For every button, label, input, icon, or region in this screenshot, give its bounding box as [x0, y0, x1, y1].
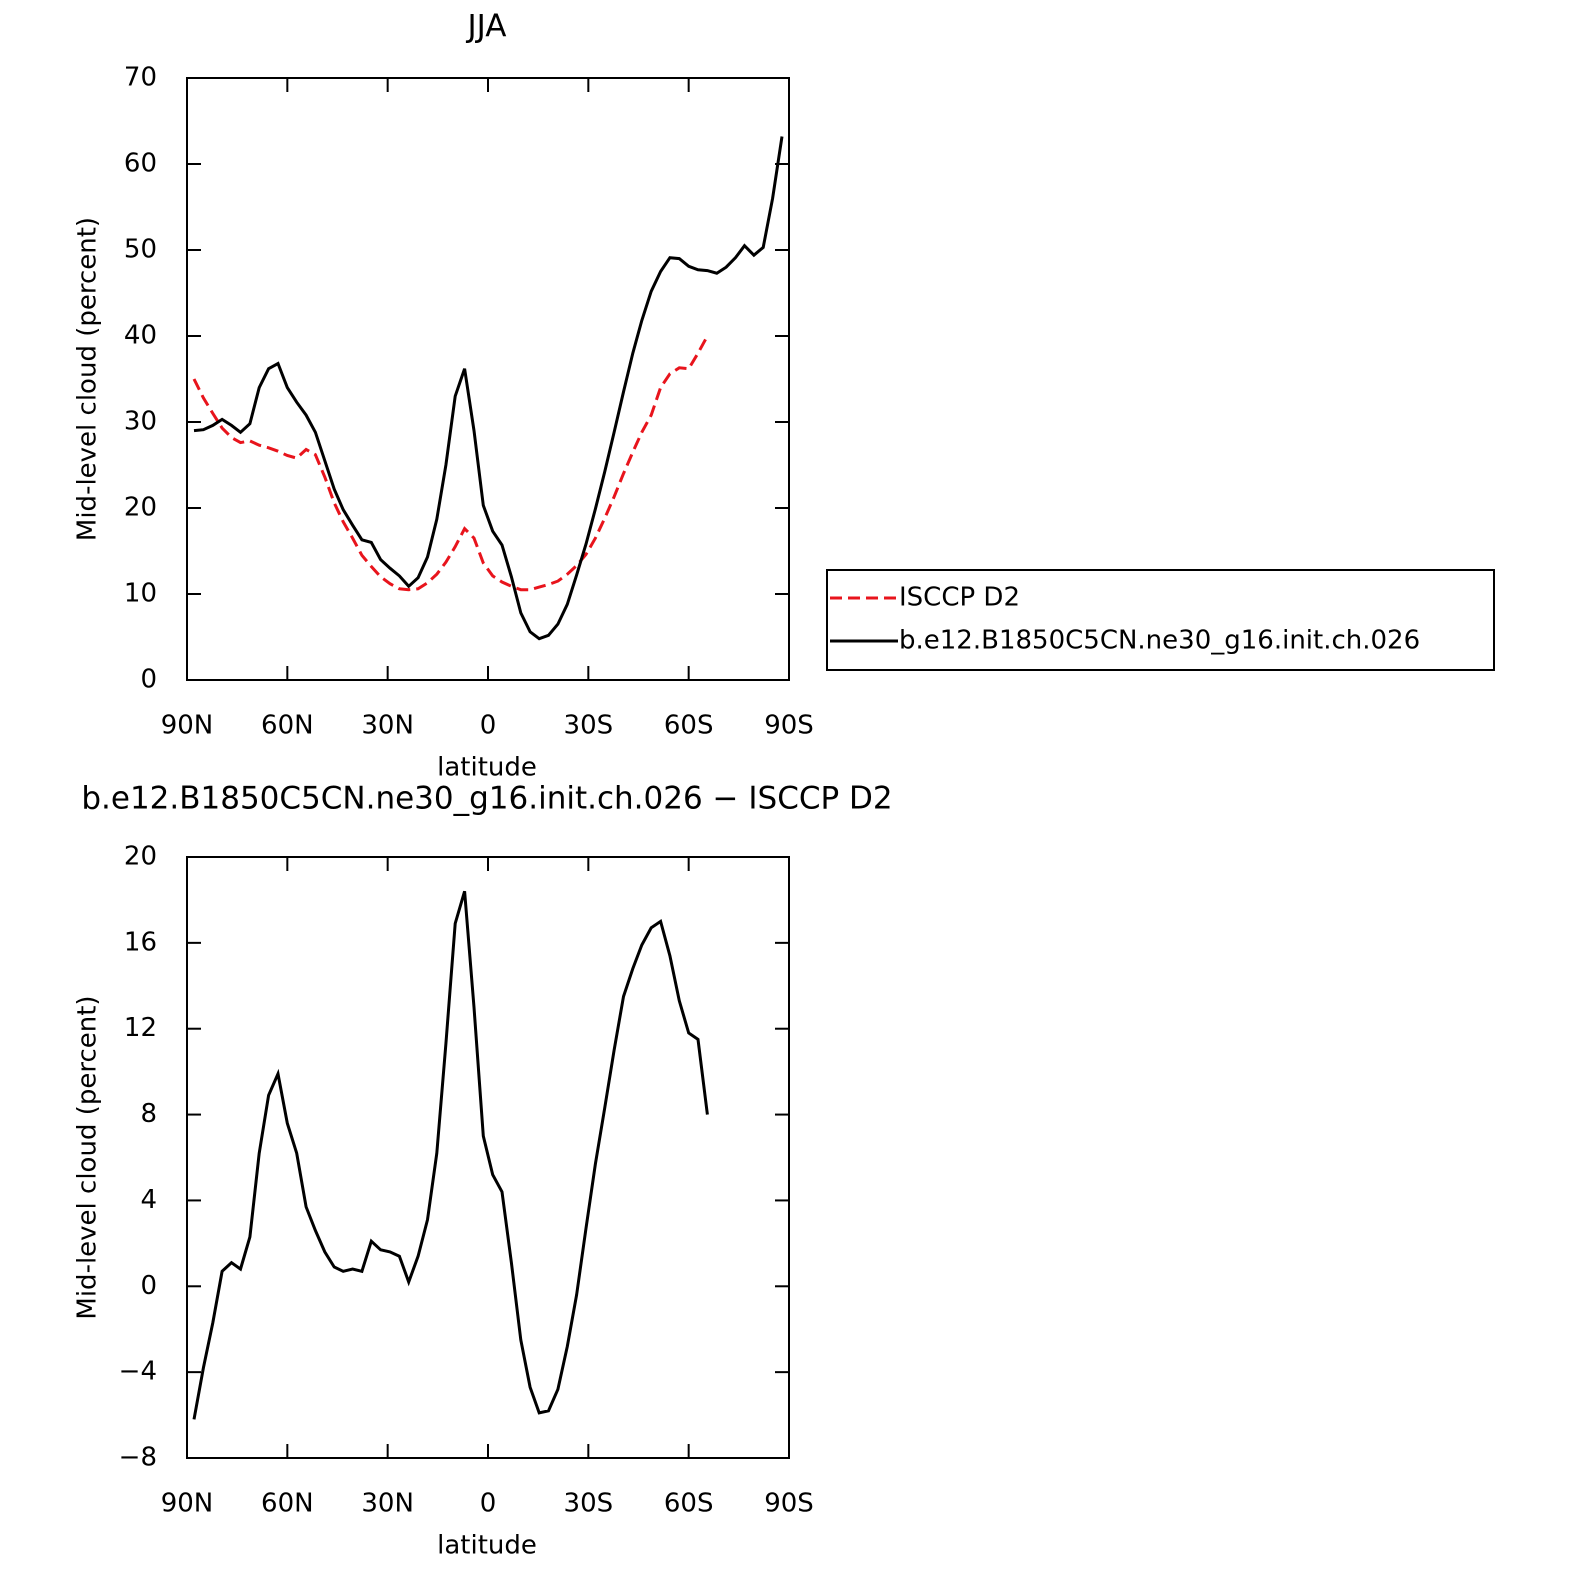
y-tick-label: 4 — [140, 1185, 157, 1215]
y-tick-label: 8 — [140, 1099, 157, 1129]
x-tick-label: 90N — [161, 1489, 214, 1519]
x-tick-label: 30N — [361, 711, 414, 741]
y-axis-label: Mid-level cloud (percent) — [73, 217, 103, 541]
x-axis-label: latitude — [437, 753, 537, 783]
x-tick-label: 90S — [764, 1489, 814, 1519]
y-tick-label: 60 — [124, 149, 157, 179]
legend-box — [826, 569, 1495, 671]
x-tick-label: 0 — [480, 711, 497, 741]
y-tick-label: 40 — [124, 321, 157, 351]
y-axis-label: Mid-level cloud (percent) — [73, 995, 103, 1319]
y-tick-label: 70 — [124, 63, 157, 93]
x-tick-label: 90N — [161, 711, 214, 741]
y-tick-label: 0 — [140, 665, 157, 695]
y-tick-label: 30 — [124, 407, 157, 437]
y-tick-label: 12 — [124, 1013, 157, 1043]
data-line — [192, 335, 709, 592]
chart-title: JJA — [466, 9, 507, 45]
x-tick-label: 60S — [664, 711, 714, 741]
legend-label: ISCCP D2 — [899, 583, 1020, 613]
plot-frame — [186, 77, 790, 681]
x-tick-label: 0 — [480, 1489, 497, 1519]
x-tick-label: 90S — [764, 711, 814, 741]
x-tick-label: 60S — [664, 1489, 714, 1519]
legend-label: b.e12.B1850C5CN.ne30_g16.init.ch.026 — [899, 626, 1420, 656]
y-tick-label: 20 — [124, 493, 157, 523]
y-tick-label: −4 — [119, 1357, 157, 1387]
data-line — [193, 136, 784, 641]
y-tick-label: 50 — [124, 235, 157, 265]
x-tick-label: 30N — [361, 1489, 414, 1519]
x-tick-label: 60N — [261, 711, 314, 741]
chart-title: b.e12.B1850C5CN.ne30_g16.init.ch.026 − I… — [81, 781, 892, 817]
x-tick-label: 60N — [261, 1489, 314, 1519]
y-tick-label: 16 — [124, 927, 157, 957]
x-axis-label: latitude — [437, 1531, 537, 1561]
y-tick-label: −8 — [119, 1443, 157, 1473]
data-line — [192, 890, 709, 1420]
y-tick-label: 0 — [140, 1271, 157, 1301]
x-tick-label: 30S — [564, 711, 614, 741]
y-tick-label: 20 — [124, 842, 157, 872]
y-tick-label: 10 — [124, 579, 157, 609]
x-tick-label: 30S — [564, 1489, 614, 1519]
